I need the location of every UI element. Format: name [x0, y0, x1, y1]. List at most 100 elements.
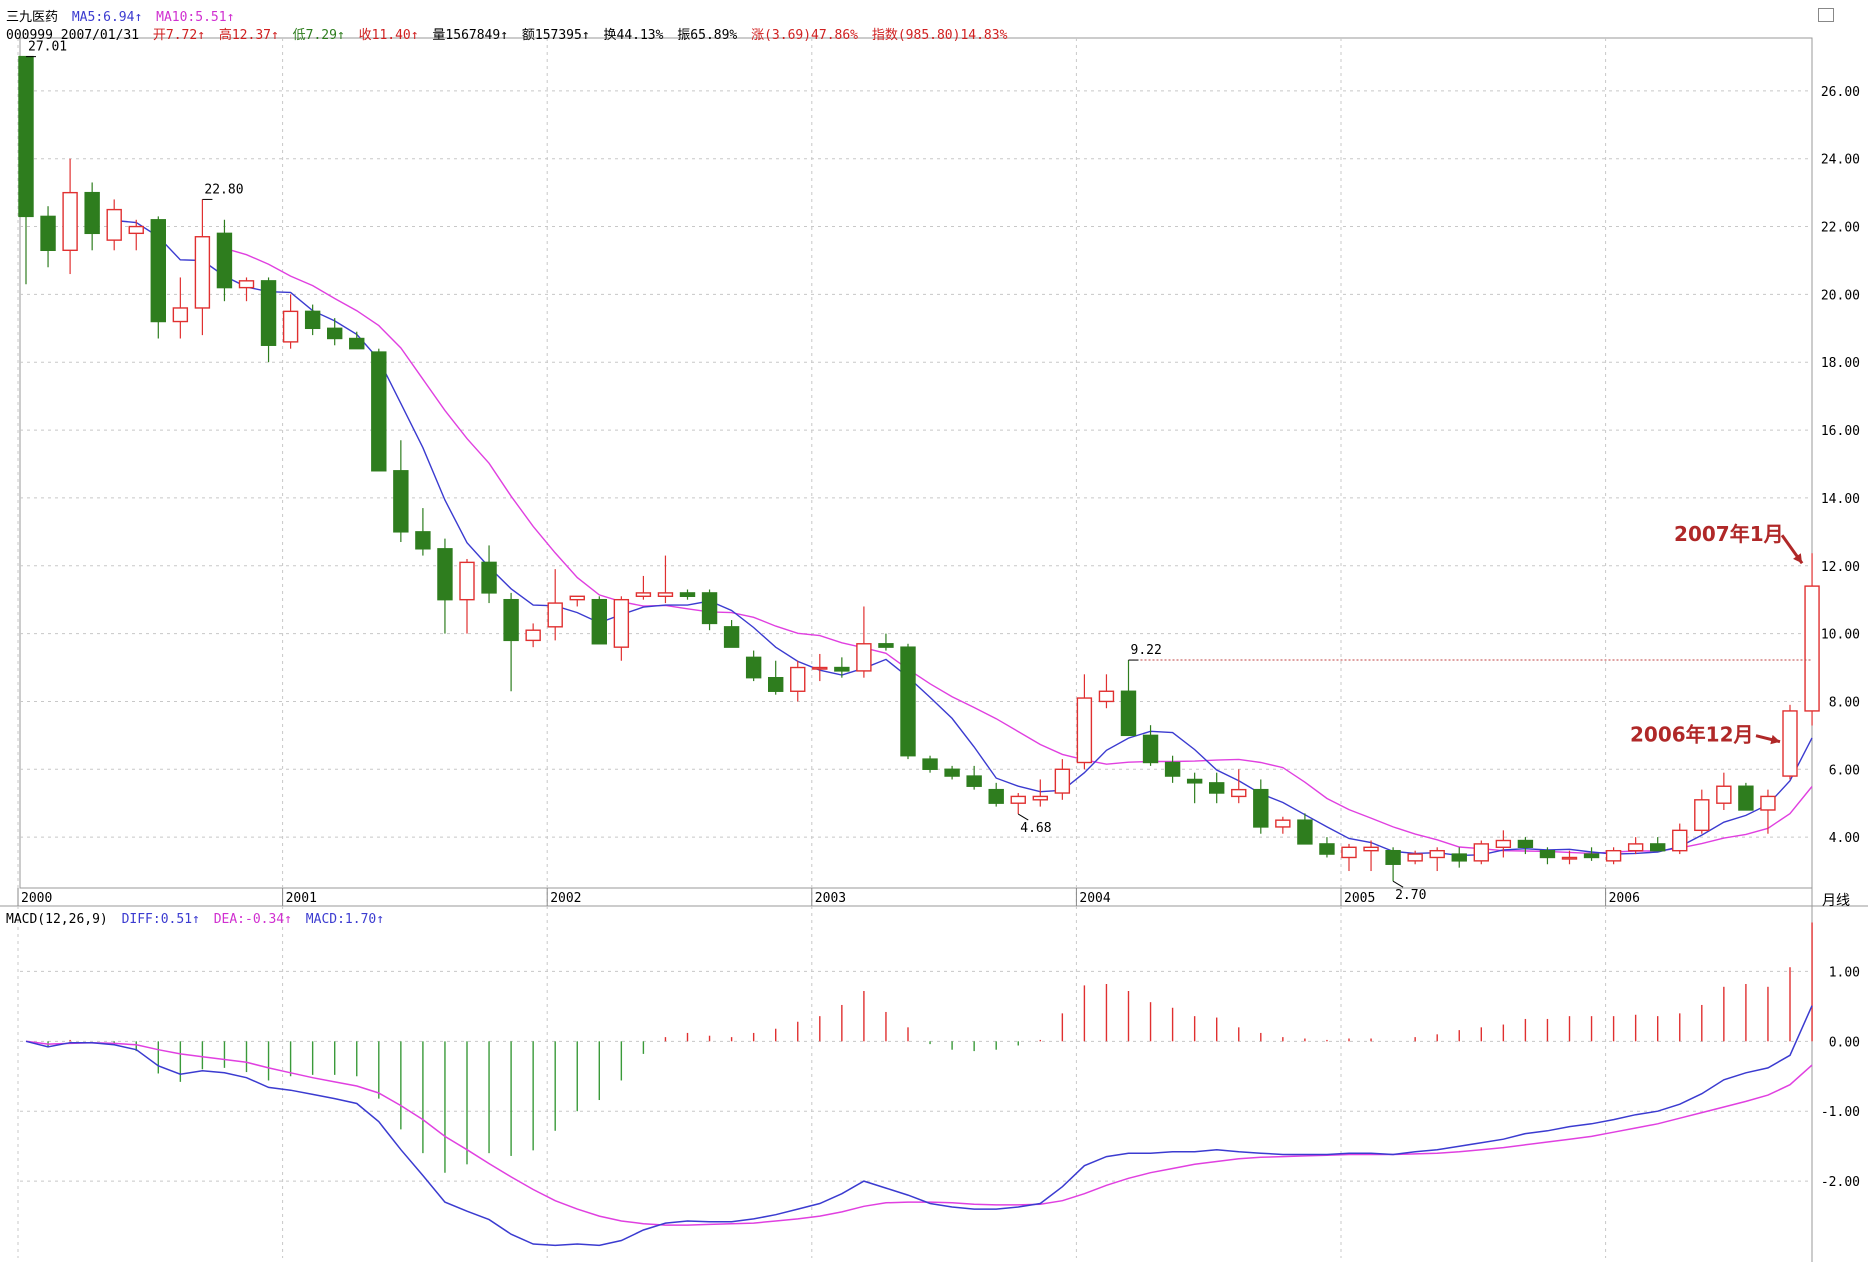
candle [84, 182, 100, 251]
macd-panel[interactable] [25, 922, 1813, 1247]
candle [1363, 840, 1379, 872]
window-toggle-icon[interactable] [1818, 8, 1834, 22]
candle [40, 206, 56, 268]
candle-body [613, 598, 630, 648]
candle [834, 657, 850, 678]
candle-body [790, 666, 806, 692]
candle-body [62, 191, 78, 252]
annotation-arrowhead [1793, 553, 1803, 564]
candle-body [525, 629, 541, 642]
candle-body [1407, 853, 1423, 862]
candle-body [1605, 849, 1622, 862]
macd-tick-label: -1.00 [1821, 1105, 1860, 1120]
candle [547, 569, 563, 641]
price-tick-label: 24.00 [1821, 153, 1860, 168]
annotation-arrowhead [1770, 734, 1780, 745]
candle-body [944, 768, 960, 777]
candle [900, 643, 916, 760]
candle-body [481, 561, 497, 594]
candle-body [1120, 690, 1137, 737]
candle-body [834, 666, 850, 672]
candle [1385, 847, 1401, 882]
candle-body [547, 602, 563, 628]
candle [988, 782, 1004, 807]
candle-body [1231, 788, 1247, 798]
price-tick-label: 8.00 [1829, 695, 1860, 710]
candle-body [1363, 846, 1379, 852]
candle-body [1716, 785, 1732, 804]
candle-body [327, 327, 343, 340]
candle-body [18, 55, 34, 218]
candle [613, 596, 630, 661]
price-label: 27.01 [28, 40, 67, 55]
candle-body [1782, 710, 1798, 777]
candle [238, 277, 255, 302]
candle-body [40, 215, 56, 252]
candle [371, 348, 387, 472]
candle [1672, 823, 1688, 855]
candle [194, 199, 211, 336]
year-tick-label: 2001 [286, 891, 317, 906]
candle [1605, 847, 1622, 865]
candle-body [1473, 843, 1490, 862]
candle-body [459, 561, 475, 601]
candle-body [900, 646, 916, 757]
amount-value: 额157395↑ [521, 28, 590, 43]
candle [1495, 830, 1512, 858]
candle-body [679, 592, 696, 597]
grid [0, 37, 1868, 1262]
candle [1032, 779, 1049, 807]
candle-body [437, 548, 453, 601]
candle-body [988, 788, 1004, 804]
candle [1627, 837, 1644, 855]
candlesticks[interactable] [18, 55, 1820, 882]
ma10-line [224, 247, 1813, 855]
ma10-value: MA10:5.51↑ [156, 10, 235, 25]
candle-body [1010, 795, 1026, 804]
candle [260, 277, 277, 363]
candle [481, 545, 497, 604]
candle [172, 277, 189, 339]
price-tick-label: 6.00 [1829, 763, 1860, 778]
candle [1407, 850, 1423, 865]
price-tick-label: 16.00 [1821, 424, 1860, 439]
price-tick-label: 10.00 [1821, 628, 1860, 643]
candle-body [1098, 690, 1115, 703]
candle-body [150, 219, 167, 323]
candle [393, 440, 409, 543]
open-value: 开7.72↑ [152, 28, 206, 43]
candle [150, 216, 167, 339]
candle [1782, 704, 1798, 780]
candle-body [745, 656, 762, 679]
year-tick-label: 2002 [550, 891, 581, 906]
candle [966, 765, 982, 790]
ma10-polyline [224, 247, 1813, 855]
candle-body [1253, 788, 1269, 828]
candle [790, 660, 806, 702]
period-label: 月线 [1822, 893, 1850, 909]
candle [459, 558, 475, 634]
change-value: 涨(3.69)47.86% [751, 28, 859, 43]
candle-body [1054, 768, 1071, 794]
candle [1186, 772, 1203, 804]
axes: 4.00 6.00 8.00 10.00 12.00 14.00 16.00 18.00 20.… [21, 85, 1860, 1190]
candle [1253, 779, 1269, 834]
candle [768, 660, 784, 695]
candle-body [569, 595, 585, 601]
price-tick-label: 14.00 [1821, 492, 1860, 507]
candle-body [1517, 839, 1534, 848]
candle-body [1186, 778, 1203, 784]
price-label: 9.22 [1131, 643, 1162, 658]
candle-body [768, 676, 784, 692]
candle-body [1627, 843, 1644, 852]
candle [1142, 725, 1159, 766]
candle-body [1649, 843, 1666, 852]
turnover-value: 换44.13% [603, 28, 664, 43]
candle-body [194, 236, 211, 309]
annotation-label: 2006年12月 [1630, 723, 1754, 747]
ma5-line [114, 219, 1813, 857]
macd-label: MACD(12,26,9) [6, 912, 108, 927]
price-tick-label: 4.00 [1829, 831, 1860, 846]
candle-body [1561, 856, 1578, 860]
